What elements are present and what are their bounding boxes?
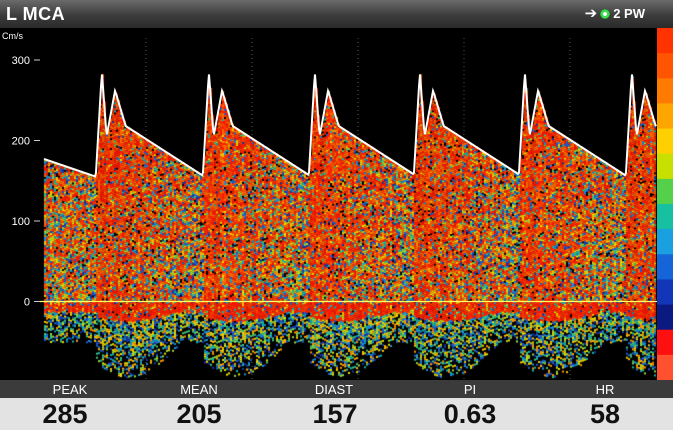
pi-label: PI	[463, 382, 477, 397]
y-tick-label: 300	[12, 55, 30, 67]
peak-value: 285	[42, 399, 88, 429]
color-scale-segment	[657, 78, 673, 104]
mean-value: 205	[176, 399, 222, 429]
hr-value: 58	[589, 399, 621, 429]
color-scale-segment	[657, 153, 673, 180]
y-tick-label: 200	[12, 136, 30, 148]
hr-label: HR	[595, 382, 615, 397]
color-scale-segment	[657, 103, 673, 130]
color-scale-segment	[657, 28, 673, 54]
color-scale-segment	[657, 329, 673, 356]
color-scale-segment	[657, 204, 673, 230]
y-axis-label: Cm/s	[2, 31, 23, 41]
mode-indicator[interactable]: ➔ 2 PW	[585, 6, 645, 21]
mode-label: 2 PW	[613, 6, 645, 21]
diast-value: 157	[312, 399, 358, 429]
peak-label: PEAK	[52, 382, 88, 397]
color-scale-segment	[657, 279, 673, 306]
color-scale-segment	[657, 304, 673, 331]
color-scale-segment	[657, 178, 673, 205]
color-scale-segment	[657, 128, 673, 155]
y-tick-label: 0	[24, 297, 30, 309]
velocity-envelope	[43, 74, 657, 178]
color-scale-bar	[657, 28, 673, 380]
vessel-title: L MCA	[6, 4, 66, 24]
arrow-right-icon: ➔	[584, 5, 598, 22]
y-tick-label: 100	[12, 216, 30, 228]
color-scale-segment	[657, 53, 673, 79]
pi-value: 0.63	[443, 399, 497, 429]
color-scale-segment	[657, 354, 673, 380]
measurement-labels: PEAK MEAN DIAST PI HR	[0, 380, 673, 398]
color-scale-segment	[657, 254, 673, 280]
probe-indicator-icon	[600, 8, 611, 19]
diast-label: DIAST	[314, 382, 354, 397]
color-scale-segment	[657, 229, 673, 255]
measurement-footer: PEAK MEAN DIAST PI HR 285 205 157 0.63 5…	[0, 380, 673, 430]
spectrum-axes: Cm/s 0 100 200 300	[2, 31, 657, 380]
mean-label: MEAN	[180, 382, 218, 397]
measurement-values: 285 205 157 0.63 58	[0, 398, 673, 430]
title-bar: L MCA ➔ 2 PW	[0, 0, 673, 29]
doppler-spectrum-canvas	[0, 28, 673, 380]
